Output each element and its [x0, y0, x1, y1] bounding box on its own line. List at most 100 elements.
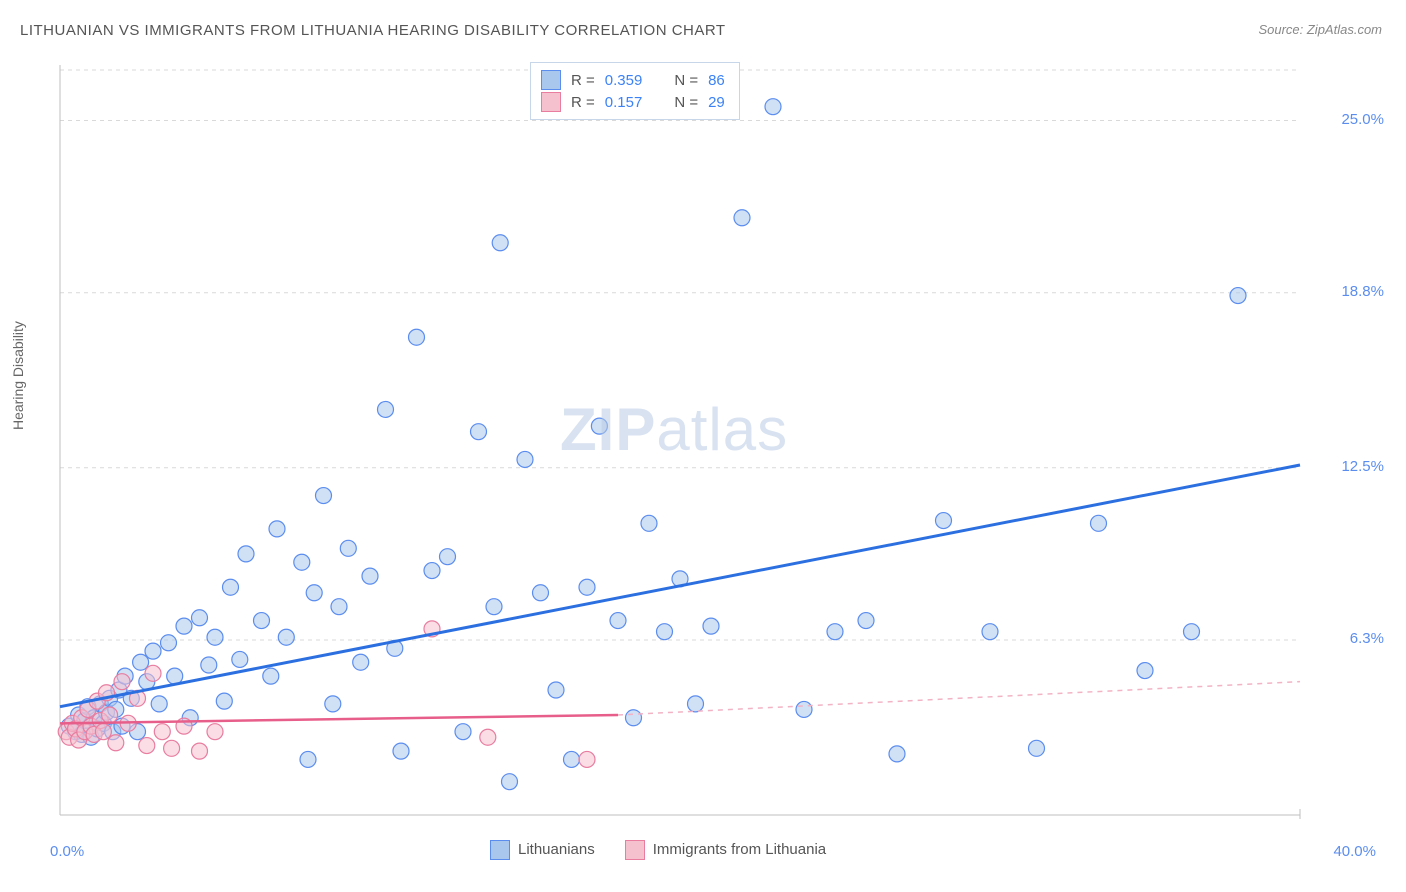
data-point — [108, 735, 124, 751]
data-point — [480, 729, 496, 745]
data-point — [1230, 288, 1246, 304]
data-point — [278, 629, 294, 645]
data-point — [409, 329, 425, 345]
y-axis-label: Hearing Disability — [10, 321, 26, 430]
data-point — [192, 743, 208, 759]
data-point — [502, 774, 518, 790]
data-point — [579, 579, 595, 595]
data-point — [982, 624, 998, 640]
data-point — [316, 488, 332, 504]
data-point — [796, 701, 812, 717]
data-point — [564, 751, 580, 767]
data-point — [164, 740, 180, 756]
data-point — [492, 235, 508, 251]
data-point — [207, 629, 223, 645]
data-point — [734, 210, 750, 226]
legend-n-label: N = — [674, 94, 698, 111]
legend-r-label: R = — [571, 72, 595, 89]
data-point — [263, 668, 279, 684]
watermark: ZIPatlas — [560, 395, 788, 464]
data-point — [486, 599, 502, 615]
x-min-label: 0.0% — [50, 843, 84, 860]
data-point — [858, 613, 874, 629]
data-point — [641, 515, 657, 531]
data-point — [1029, 740, 1045, 756]
legend-swatch — [625, 840, 645, 860]
data-point — [827, 624, 843, 640]
data-point — [102, 707, 118, 723]
data-point — [378, 401, 394, 417]
legend-swatch — [541, 70, 561, 90]
data-point — [889, 746, 905, 762]
data-point — [154, 724, 170, 740]
data-point — [161, 635, 177, 651]
data-point — [353, 654, 369, 670]
legend-swatch — [490, 840, 510, 860]
source-label: Source: ZipAtlas.com — [1258, 22, 1382, 37]
data-point — [176, 618, 192, 634]
data-point — [626, 710, 642, 726]
data-point — [657, 624, 673, 640]
x-max-label: 40.0% — [1333, 843, 1376, 860]
data-point — [688, 696, 704, 712]
chart-title: LITHUANIAN VS IMMIGRANTS FROM LITHUANIA … — [20, 22, 726, 39]
data-point — [306, 585, 322, 601]
y-tick-label: 25.0% — [1341, 111, 1384, 128]
data-point — [201, 657, 217, 673]
data-point — [610, 613, 626, 629]
data-point — [331, 599, 347, 615]
data-point — [145, 643, 161, 659]
data-point — [139, 738, 155, 754]
legend-series: Lithuanians Immigrants from Lithuania — [490, 840, 826, 860]
data-point — [223, 579, 239, 595]
trend-line — [60, 465, 1300, 707]
legend-r-value: 0.359 — [605, 72, 643, 89]
data-point — [424, 563, 440, 579]
data-point — [325, 696, 341, 712]
data-point — [151, 696, 167, 712]
data-point — [340, 540, 356, 556]
y-tick-label: 18.8% — [1341, 283, 1384, 300]
legend-n-label: N = — [674, 72, 698, 89]
data-point — [703, 618, 719, 634]
data-point — [548, 682, 564, 698]
data-point — [238, 546, 254, 562]
data-point — [936, 513, 952, 529]
y-tick-label: 12.5% — [1341, 458, 1384, 475]
legend-r-value: 0.157 — [605, 94, 643, 111]
data-point — [393, 743, 409, 759]
data-point — [362, 568, 378, 584]
y-tick-label: 6.3% — [1350, 630, 1384, 647]
legend-item: Immigrants from Lithuania — [625, 840, 826, 860]
data-point — [294, 554, 310, 570]
data-point — [192, 610, 208, 626]
data-point — [207, 724, 223, 740]
legend-n-value: 29 — [708, 94, 725, 111]
legend-stats: R = 0.359 N = 86 R = 0.157 N = 29 — [530, 62, 740, 120]
data-point — [1091, 515, 1107, 531]
data-point — [216, 693, 232, 709]
trend-line-ext — [618, 682, 1300, 715]
data-point — [517, 451, 533, 467]
data-point — [765, 99, 781, 115]
legend-label: Lithuanians — [518, 841, 595, 858]
legend-r-label: R = — [571, 94, 595, 111]
data-point — [95, 724, 111, 740]
legend-swatch — [541, 92, 561, 112]
data-point — [300, 751, 316, 767]
data-point — [1137, 663, 1153, 679]
data-point — [254, 613, 270, 629]
data-point — [232, 651, 248, 667]
data-point — [579, 751, 595, 767]
legend-label: Immigrants from Lithuania — [653, 841, 826, 858]
data-point — [114, 674, 130, 690]
data-point — [1184, 624, 1200, 640]
data-point — [269, 521, 285, 537]
data-point — [440, 549, 456, 565]
data-point — [455, 724, 471, 740]
legend-item: Lithuanians — [490, 840, 595, 860]
data-point — [533, 585, 549, 601]
data-point — [133, 654, 149, 670]
data-point — [471, 424, 487, 440]
legend-n-value: 86 — [708, 72, 725, 89]
